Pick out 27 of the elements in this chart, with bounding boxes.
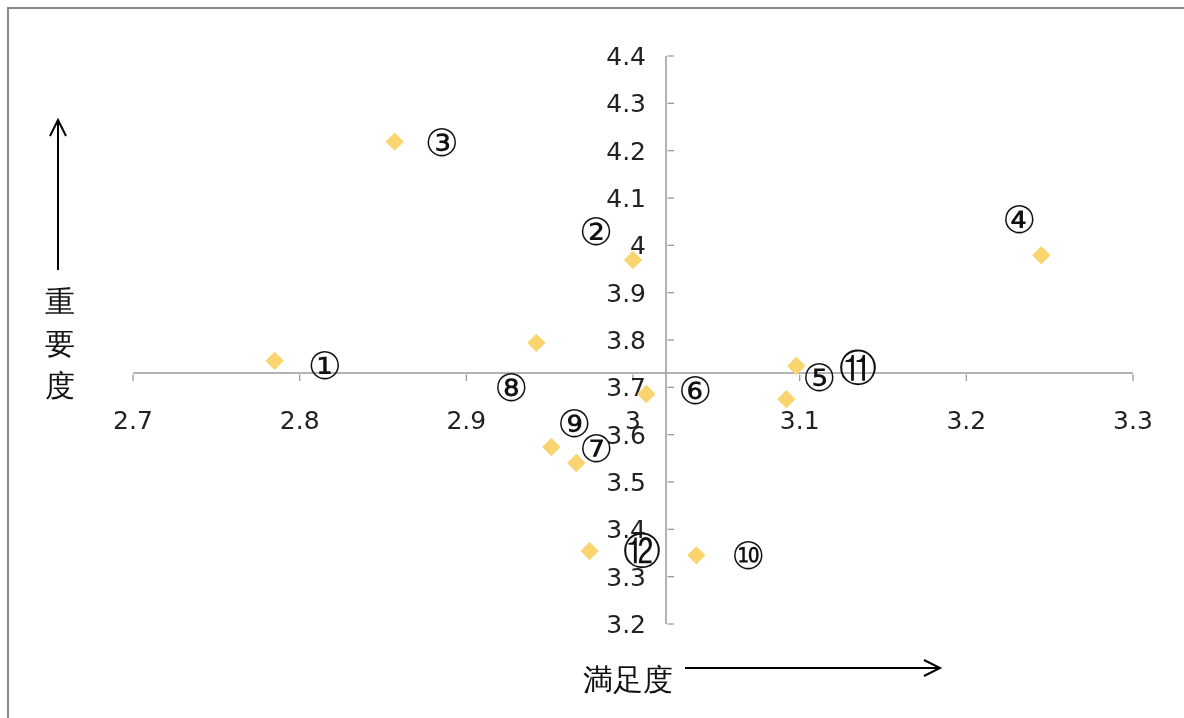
x-tick-label: 2.7 bbox=[113, 406, 153, 435]
x-tick-label: 3.1 bbox=[779, 406, 820, 435]
y-axis-title: 重要度 bbox=[45, 284, 75, 403]
y-tick-label: 4 bbox=[630, 231, 646, 261]
y-tick-label: 4.3 bbox=[606, 89, 646, 119]
data-label: ⑪ bbox=[839, 346, 878, 391]
y-tick-label: 3.9 bbox=[606, 278, 646, 308]
y-tick-label: 3.2 bbox=[606, 610, 646, 639]
x-tick-label: 3.2 bbox=[946, 406, 987, 435]
y-tick-label: 4.4 bbox=[606, 42, 646, 71]
y-tick-label: 4.1 bbox=[606, 184, 646, 213]
data-label: ⑧ bbox=[494, 365, 529, 410]
data-label: ② bbox=[578, 210, 614, 255]
y-tick-label: 4.2 bbox=[606, 136, 646, 166]
y-tick-label: 3.5 bbox=[606, 468, 646, 497]
data-label: ⑩ bbox=[731, 534, 766, 579]
x-axis-title: 満足度 bbox=[583, 662, 673, 697]
data-label: ⑤ bbox=[802, 356, 837, 401]
y-tick-label: 3.7 bbox=[606, 373, 646, 403]
data-label: ⑥ bbox=[678, 368, 713, 413]
x-tick-label: 2.9 bbox=[446, 406, 487, 435]
data-label: ④ bbox=[1002, 198, 1037, 243]
y-tick-label: 3.8 bbox=[606, 326, 646, 355]
data-label: ① bbox=[307, 343, 342, 388]
x-tick-label: 2.8 bbox=[279, 406, 320, 435]
data-label: ③ bbox=[424, 120, 459, 165]
x-tick-label: 3.3 bbox=[1113, 406, 1153, 435]
